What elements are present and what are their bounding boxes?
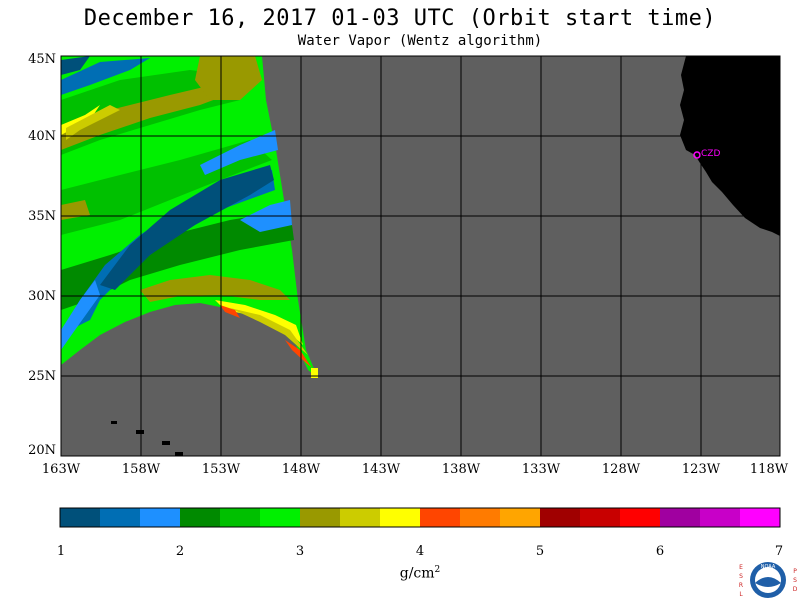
svg-text:S: S [793, 577, 797, 584]
svg-text:R: R [739, 582, 743, 589]
map-frame [60, 55, 781, 457]
units-exponent: 2 [434, 565, 441, 575]
colorbar-tick-5: 5 [535, 544, 545, 559]
lat-label-40n: 40N [28, 129, 56, 144]
colorbar-tick-1: 1 [56, 544, 66, 559]
colorbar-tick-3: 3 [295, 544, 305, 559]
colorbar-tick-7: 7 [774, 544, 784, 559]
colorbar-tick-2: 2 [175, 544, 185, 559]
colorbar-swatch [660, 508, 701, 527]
lat-label-45n: 45N [28, 52, 56, 67]
colorbar-swatch [580, 508, 621, 527]
colorbar-swatch [500, 508, 541, 527]
colorbar-swatch [420, 508, 461, 527]
north-america-land [680, 56, 780, 236]
svg-text:S: S [739, 573, 743, 580]
lon-label-138w: 138W [441, 462, 481, 477]
colorbar-swatch [100, 508, 141, 527]
colorbar-swatch [740, 508, 781, 527]
colorbar-tick-6: 6 [655, 544, 665, 559]
lon-label-133w: 133W [521, 462, 561, 477]
lon-label-153w: 153W [201, 462, 241, 477]
lat-label-30n: 30N [28, 289, 56, 304]
lon-label-148w: 148W [281, 462, 321, 477]
colorbar-swatch [300, 508, 341, 527]
lon-label-128w: 128W [601, 462, 641, 477]
colorbar-swatch [460, 508, 501, 527]
svg-text:D: D [793, 586, 798, 593]
colorbar-units: g/cm2 [380, 565, 460, 582]
colorbar-swatch [260, 508, 301, 527]
svg-text:P: P [793, 568, 797, 575]
svg-text:L: L [739, 591, 743, 598]
lat-label-35n: 35N [28, 209, 56, 224]
colorbar-swatch [220, 508, 261, 527]
svg-text:NOAA: NOAA [761, 564, 776, 570]
colorbar-swatch [140, 508, 181, 527]
colorbar-frame [59, 507, 781, 528]
colorbar-swatch [700, 508, 741, 527]
colorbar-swatch [180, 508, 221, 527]
colorbar [60, 508, 781, 527]
svg-text:E: E [739, 564, 743, 571]
colorbar-swatch [620, 508, 661, 527]
czd-station-label: CZD [701, 149, 720, 159]
units-base: g/cm [399, 565, 435, 582]
colorbar-swatch [540, 508, 581, 527]
lon-label-163w: 163W [41, 462, 81, 477]
hawaii-islands [111, 421, 183, 456]
colorbar-swatch [340, 508, 381, 527]
lat-label-25n: 25N [28, 369, 56, 384]
map-gridlines [61, 56, 780, 456]
lon-label-158w: 158W [121, 462, 161, 477]
colorbar-tick-4: 4 [415, 544, 425, 559]
lon-label-118w: 118W [749, 462, 789, 477]
map-title: December 16, 2017 01-03 UTC (Orbit start… [83, 6, 717, 31]
colorbar-swatch [380, 508, 421, 527]
lat-label-20n: 20N [28, 443, 56, 458]
lon-label-123w: 123W [681, 462, 721, 477]
colorbar-swatch [60, 508, 101, 527]
lon-label-143w: 143W [361, 462, 401, 477]
map-subtitle: Water Vapor (Wentz algorithm) [297, 33, 543, 49]
czd-station-marker: CZD [693, 149, 720, 159]
